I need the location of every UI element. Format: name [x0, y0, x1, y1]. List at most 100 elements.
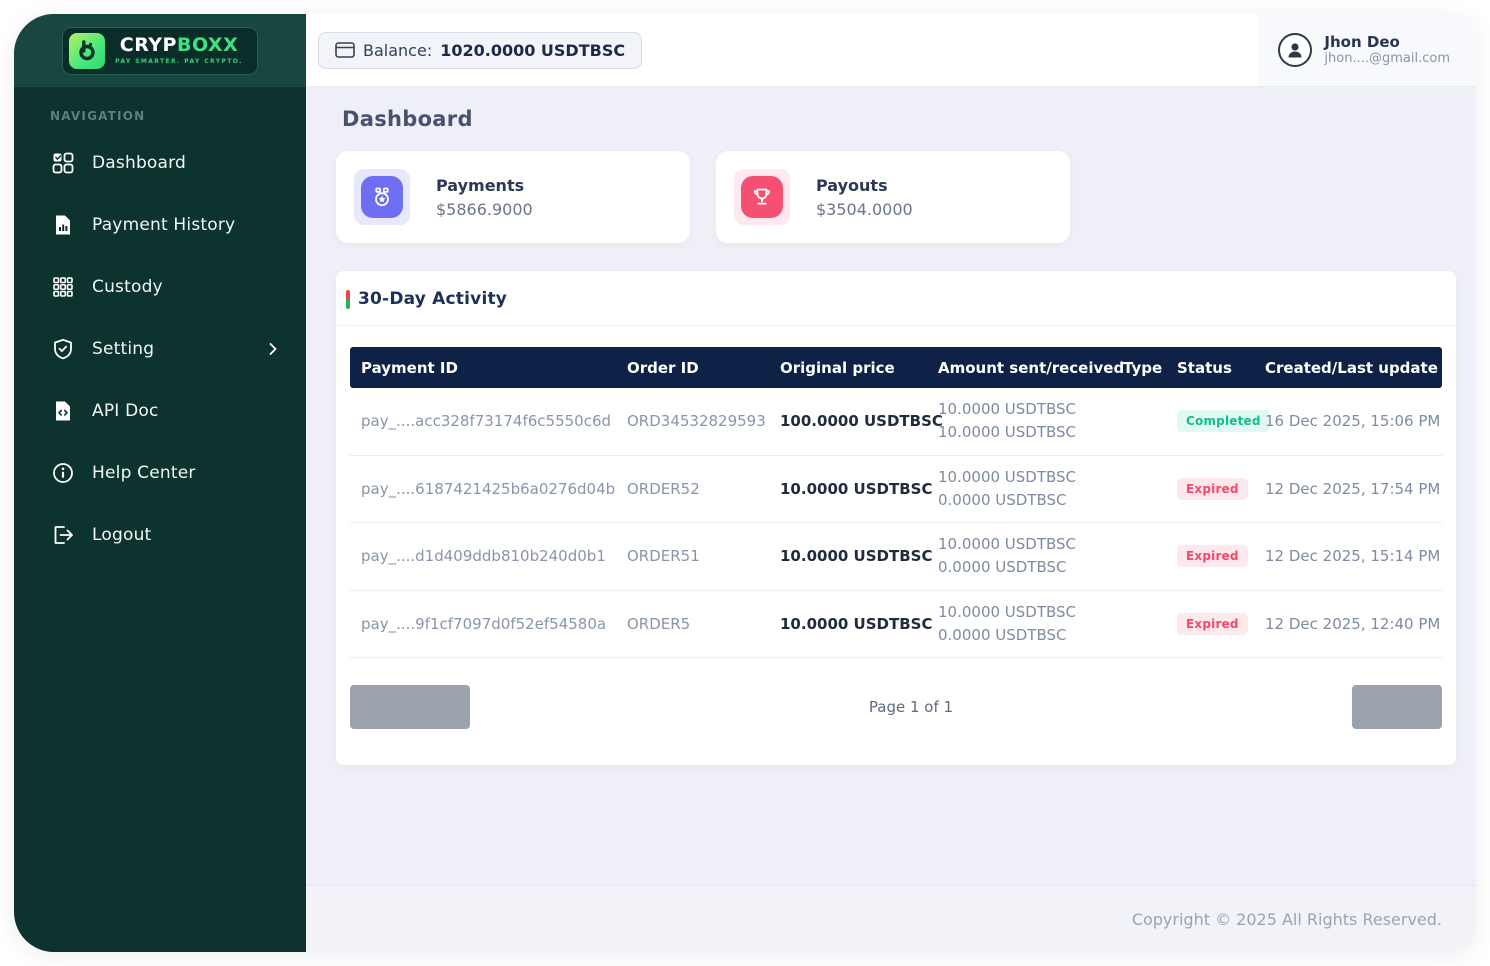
sidebar-item-label: Help Center [92, 463, 196, 483]
activity-panel: 30-Day Activity Payment ID Order ID Orig… [336, 271, 1456, 765]
table-row[interactable]: pay_....6187421425b6a0276d04b ORDER52 10… [350, 456, 1442, 523]
brand-logo-text: CRYPBOXX PAY SMARTER. PAY CRYPTO. [115, 36, 243, 65]
sidebar-item-label: API Doc [92, 401, 159, 421]
dashboard-grid-icon [52, 152, 74, 174]
payouts-value: $3504.0000 [816, 199, 913, 219]
column-header: Original price [780, 358, 895, 377]
sidebar-item-payment-history[interactable]: Payment History [14, 201, 306, 249]
balance-value: 1020.0000 USDTBSC [440, 40, 626, 60]
sidebar-item-custody[interactable]: Custody [14, 263, 306, 311]
table-header-row: Payment ID Order ID Original price Amoun… [350, 347, 1442, 388]
medal-icon [361, 176, 403, 218]
brand-logo[interactable]: CRYPBOXX PAY SMARTER. PAY CRYPTO. [62, 26, 258, 75]
type-cell [1123, 479, 1177, 499]
status-badge: Expired [1177, 545, 1248, 568]
sidebar-item-logout[interactable]: Logout [14, 511, 306, 559]
order-id-cell: ORDER5 [627, 614, 691, 633]
amount-sent: 10.0000 USDTBSC [938, 535, 1077, 553]
status-badge: Completed [1177, 410, 1270, 433]
table-row[interactable]: pay_....d1d409ddb810b240d0b1 ORDER51 10.… [350, 523, 1442, 591]
column-header: Created/Last update [1265, 358, 1438, 377]
status-badge: Expired [1177, 477, 1248, 500]
created-cell: 16 Dec 2025, 15:06 PM [1265, 412, 1441, 431]
pagination: Page 1 of 1 [350, 658, 1442, 765]
column-header: Amount sent/received [938, 358, 1125, 377]
status-cell: Expired [1177, 603, 1265, 645]
payouts-badge [734, 169, 790, 225]
title-marker-bar [346, 289, 350, 309]
trophy-icon [741, 176, 783, 218]
column-header: Payment ID [361, 358, 458, 377]
amount-received: 10.0000 USDTBSC [938, 423, 1077, 442]
brand-name-secondary: BOXX [176, 34, 239, 56]
payments-label: Payments [436, 175, 525, 195]
brand-tagline: PAY SMARTER. PAY CRYPTO. [115, 58, 243, 65]
sidebar: CRYPBOXX PAY SMARTER. PAY CRYPTO. NAVIGA… [14, 14, 306, 952]
type-cell [1123, 614, 1177, 634]
original-price-cell: 10.0000 USDTBSC [780, 479, 933, 498]
table-row[interactable]: pay_....acc328f73174f6c5550c6d ORD345328… [350, 388, 1442, 456]
order-id-cell: ORDER52 [627, 479, 700, 498]
amount-cell: 10.0000 USDTBSC 0.0000 USDTBSC [938, 591, 1123, 658]
payments-card[interactable]: Payments $5866.9000 [336, 151, 690, 243]
pagination-label: Page 1 of 1 [868, 698, 954, 716]
sidebar-item-help-center[interactable]: Help Center [14, 449, 306, 497]
amount-sent: 10.0000 USDTBSC [938, 602, 1077, 621]
user-name: Jhon Deo [1324, 32, 1400, 51]
panel-divider [336, 325, 1456, 326]
payouts-card[interactable]: Payouts $3504.0000 [716, 151, 1070, 243]
next-page-button[interactable] [1351, 685, 1442, 729]
app-shell: CRYPBOXX PAY SMARTER. PAY CRYPTO. NAVIGA… [14, 14, 1476, 952]
payments-value: $5866.9000 [436, 199, 533, 219]
previous-page-button[interactable] [350, 685, 470, 729]
amount-sent: 10.0000 USDTBSC [938, 467, 1077, 486]
payment-id-cell: pay_....6187421425b6a0276d04b [361, 479, 616, 498]
shield-check-icon [52, 338, 74, 360]
original-price-cell: 100.0000 USDTBSC [780, 412, 943, 431]
table-row[interactable]: pay_....9f1cf7097d0f52ef54580a ORDER5 10… [350, 591, 1442, 658]
sidebar-item-api-doc[interactable]: API Doc [14, 387, 306, 435]
status-cell: Expired [1177, 535, 1265, 577]
amount-received: 0.0000 USDTBSC [938, 558, 1067, 577]
activity-table: Payment ID Order ID Original price Amoun… [336, 326, 1456, 765]
amount-cell: 10.0000 USDTBSC 0.0000 USDTBSC [938, 456, 1123, 523]
payouts-text: Payouts $3504.0000 [816, 176, 913, 219]
payments-badge [354, 169, 410, 225]
code-file-icon [52, 400, 74, 422]
user-email: jhon....@gmail.com [1324, 51, 1450, 67]
document-chart-icon [52, 214, 74, 236]
column-header: Type [1123, 358, 1163, 377]
order-id-cell: ORD34532829593 [627, 412, 766, 431]
copyright-text: Copyright © 2025 All Rights Reserved. [1131, 909, 1442, 929]
created-cell: 12 Dec 2025, 15:14 PM [1265, 547, 1441, 566]
chevron-right-icon [266, 342, 280, 356]
info-circle-icon [52, 462, 74, 484]
logout-icon [52, 524, 74, 546]
sidebar-item-label: Custody [92, 277, 163, 297]
sidebar-item-dashboard[interactable]: Dashboard [14, 139, 306, 187]
page-title: Dashboard [342, 107, 473, 131]
balance-chip[interactable]: Balance: 1020.0000 USDTBSC [318, 31, 643, 69]
status-cell: Completed [1177, 400, 1270, 442]
order-id-cell: ORDER51 [627, 547, 700, 566]
status-cell: Expired [1177, 468, 1265, 510]
user-menu[interactable]: Jhon Deo jhon....@gmail.com [1258, 14, 1476, 86]
activity-panel-header: 30-Day Activity [336, 271, 1456, 325]
brand-logo-icon [69, 32, 106, 69]
nav-section-label: NAVIGATION [50, 109, 146, 123]
column-header: Status [1177, 358, 1232, 377]
payment-id-cell: pay_....acc328f73174f6c5550c6d [361, 412, 612, 431]
sidebar-item-label: Setting [92, 339, 155, 359]
created-cell: 12 Dec 2025, 12:40 PM [1265, 614, 1441, 633]
topbar: Balance: 1020.0000 USDTBSC Jhon Deo jhon… [306, 14, 1476, 87]
main-area: Balance: 1020.0000 USDTBSC Jhon Deo jhon… [306, 14, 1476, 952]
sidebar-item-setting[interactable]: Setting [14, 325, 306, 373]
amount-cell: 10.0000 USDTBSC 0.0000 USDTBSC [938, 523, 1123, 590]
payments-text: Payments $5866.9000 [436, 176, 533, 219]
wallet-icon [335, 41, 355, 59]
status-badge: Expired [1177, 612, 1248, 635]
activity-title: 30-Day Activity [358, 289, 508, 309]
user-meta: Jhon Deo jhon....@gmail.com [1324, 33, 1450, 68]
original-price-cell: 10.0000 USDTBSC [780, 614, 933, 633]
